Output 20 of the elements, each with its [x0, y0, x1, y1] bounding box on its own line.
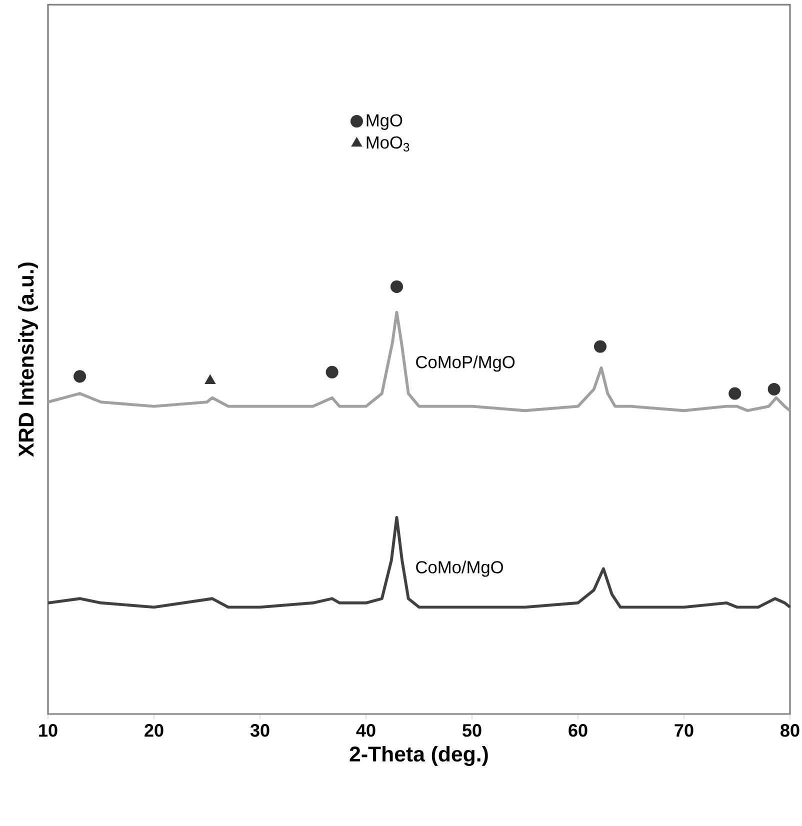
series-label: CoMoP/MgO — [416, 356, 515, 372]
x-tick-label: 70 — [674, 724, 694, 737]
y-axis-title: XRD Intensity (a.u.) — [18, 262, 38, 457]
point — [594, 340, 607, 353]
series-label: CoMo/MgO — [416, 560, 503, 577]
legend-label: MgO — [366, 114, 402, 130]
point — [326, 366, 338, 378]
x-tick-label: 10 — [39, 724, 58, 737]
point — [74, 370, 86, 383]
point — [768, 382, 780, 396]
x-tick-label: 20 — [144, 724, 164, 737]
legend-label: MoO$_{3}$ — [366, 136, 410, 152]
x-axis-title: 2-Theta (deg.) — [350, 746, 488, 766]
x-tick-label: 80 — [780, 724, 800, 737]
x-tick-label: 40 — [356, 724, 376, 737]
point — [390, 280, 404, 293]
point — [728, 387, 742, 400]
x-tick-label: 60 — [568, 724, 588, 737]
x-tick-label: 50 — [462, 724, 482, 737]
x-tick-label: 30 — [250, 724, 270, 737]
